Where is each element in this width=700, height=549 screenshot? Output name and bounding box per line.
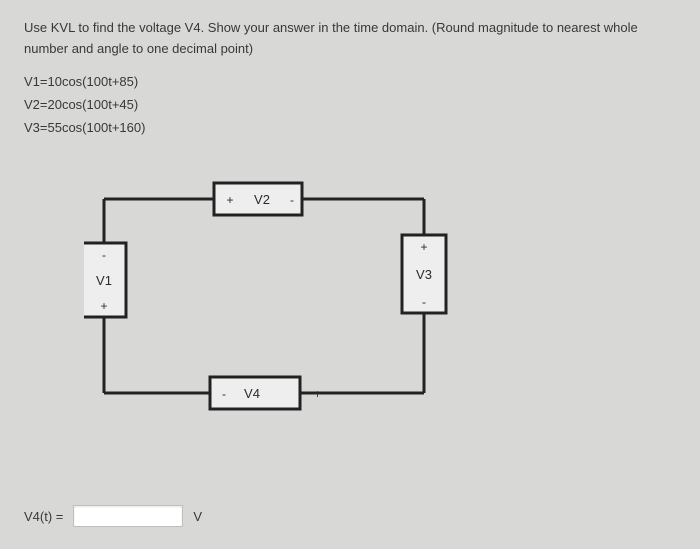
eq-v3: V3=55cos(100t+160) <box>24 120 676 135</box>
eq-v1: V1=10cos(100t+85) <box>24 74 676 89</box>
eq-v2: V2=20cos(100t+45) <box>24 97 676 112</box>
v1-plus: + <box>100 299 107 313</box>
question-line2: number and angle to one decimal point) <box>24 41 253 56</box>
v4-label: V4 <box>244 386 260 401</box>
answer-unit: V <box>193 509 202 524</box>
v3-plus: + <box>420 240 427 254</box>
circuit-diagram: V1 - + V2 + - V3 + - V4 - + <box>84 163 464 423</box>
v4-minus: - <box>222 387 226 401</box>
answer-label: V4(t) = <box>24 509 63 524</box>
v3-label: V3 <box>416 267 432 282</box>
v2-label: V2 <box>254 192 270 207</box>
answer-input[interactable] <box>73 505 183 527</box>
v3-minus: - <box>422 295 426 309</box>
v4-plus: + <box>314 387 321 401</box>
question-line1: Use KVL to find the voltage V4. Show you… <box>24 20 638 35</box>
v1-minus: - <box>102 248 106 262</box>
v1-label: V1 <box>96 273 112 288</box>
v2-plus: + <box>226 193 233 207</box>
v2-minus: - <box>290 193 294 207</box>
